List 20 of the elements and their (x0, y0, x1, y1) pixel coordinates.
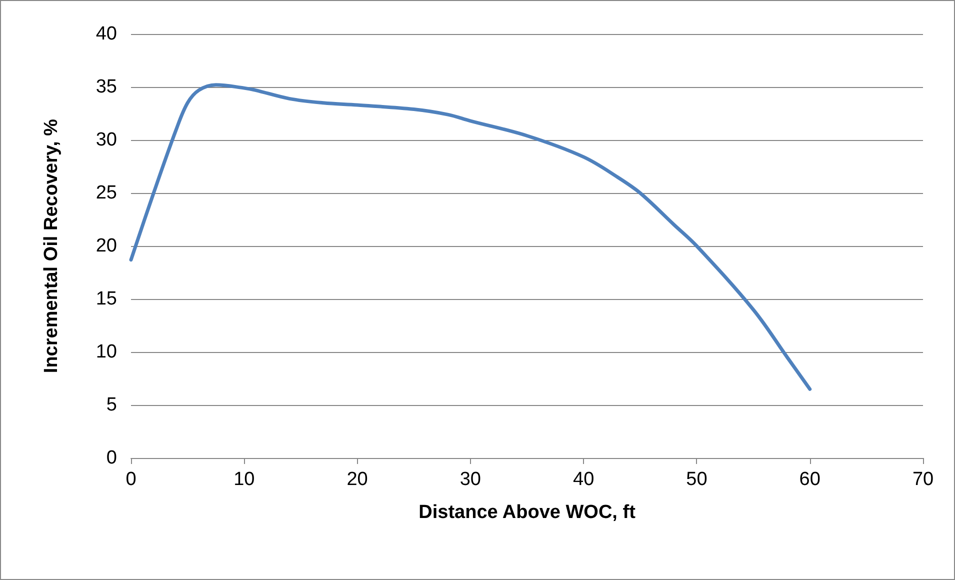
x-tick-label: 10 (234, 469, 255, 490)
y-tick-label: 0 (106, 448, 117, 468)
y-tick-label: 30 (96, 130, 117, 150)
x-tick-label: 30 (460, 469, 481, 490)
y-tick-label: 15 (96, 288, 117, 310)
line-series (129, 83, 812, 391)
x-tick-label: 0 (126, 469, 136, 490)
x-tick-label: 60 (799, 469, 820, 490)
x-tick-label: 50 (686, 469, 708, 490)
y-axis-title: Incremental Oil Recovery, % (41, 118, 62, 374)
x-axis-title: Distance Above WOC, ft (418, 502, 636, 523)
x-tick-label: 20 (346, 469, 368, 490)
y-tick-label: 35 (96, 76, 117, 98)
y-tick-label: 25 (96, 182, 117, 204)
y-tick-label: 5 (106, 394, 117, 416)
x-tick-label: 40 (573, 469, 594, 490)
y-tick-label: 20 (96, 236, 117, 256)
y-tick-label: 40 (96, 24, 117, 44)
y-tick-label: 10 (96, 342, 117, 362)
x-tick-label: 70 (912, 469, 934, 490)
